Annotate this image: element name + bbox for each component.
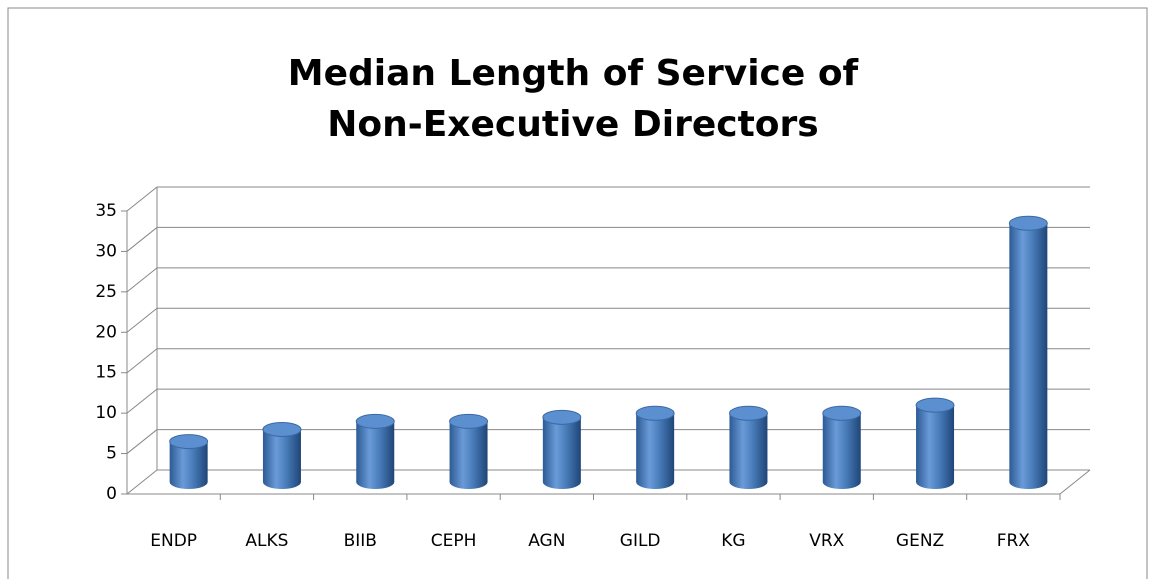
bar [449, 421, 488, 482]
bar-top [169, 434, 209, 450]
bar-top [915, 397, 955, 413]
x-tick-label: ENDP [150, 531, 197, 551]
bar-top [822, 405, 862, 421]
y-tick-label: 30 [95, 241, 117, 261]
x-tick-label: GENZ [896, 531, 944, 551]
x-tick-label: GILD [620, 531, 661, 551]
grid-line [126, 267, 158, 293]
chart-title: Median Length of Service of [288, 53, 859, 94]
x-tick-label: FRX [997, 531, 1031, 551]
bar [729, 413, 768, 482]
floor-right [1059, 469, 1091, 495]
y-tick-label: 10 [95, 403, 117, 423]
bar-top [355, 413, 395, 429]
chart-border [7, 7, 1148, 579]
grid-line [126, 429, 158, 454]
bar [542, 417, 581, 482]
grid-line [126, 348, 158, 374]
bar [262, 429, 301, 482]
grid-line [126, 307, 158, 333]
grid-line [126, 469, 158, 495]
grid-line [126, 388, 158, 414]
bar-top [262, 421, 302, 437]
bar [916, 405, 955, 482]
y-tick-label: 15 [95, 363, 117, 383]
bar-top [449, 413, 489, 429]
x-tick-label: CEPH [431, 531, 477, 551]
bar-top [728, 405, 768, 421]
bar-top [542, 409, 582, 425]
x-tick-label: KG [721, 531, 745, 551]
y-tick-label: 5 [106, 444, 117, 464]
y-tick-label: 20 [95, 322, 117, 342]
bar-top [635, 405, 675, 421]
bar-top [1008, 215, 1048, 231]
x-tick-label: AGN [528, 531, 565, 551]
chart-title: Non-Executive Directors [327, 104, 818, 145]
bar [822, 413, 861, 482]
bar [1009, 223, 1048, 482]
x-tick-label: BIIB [344, 531, 377, 551]
y-tick-label: 25 [95, 282, 117, 302]
grid-line [126, 227, 158, 252]
y-tick-label: 35 [95, 201, 117, 221]
x-tick-label: ALKS [245, 531, 288, 551]
bar [356, 421, 395, 482]
grid-line [126, 186, 158, 212]
y-tick-label: 0 [106, 484, 117, 504]
x-tick-label: VRX [809, 531, 844, 551]
bar [636, 413, 675, 482]
